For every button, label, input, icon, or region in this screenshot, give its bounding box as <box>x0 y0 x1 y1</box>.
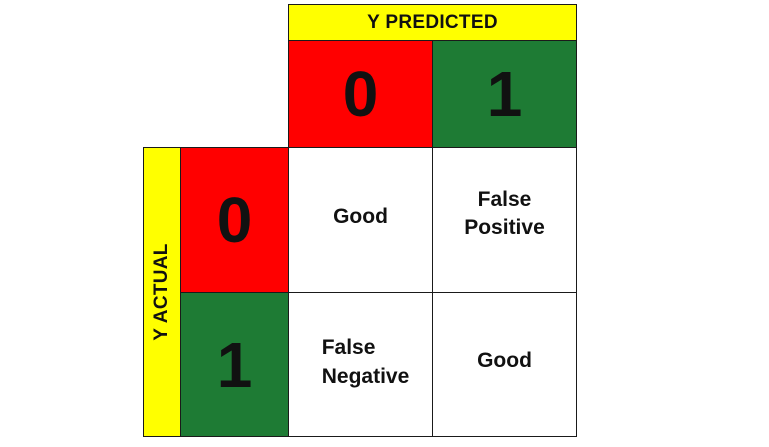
cell-false-negative: False Negative <box>288 292 433 437</box>
actual-label-0: 0 <box>180 147 289 293</box>
actual-label-1: 1 <box>180 292 289 437</box>
y-predicted-header: Y PREDICTED <box>288 4 577 41</box>
cell-true-positive: Good <box>432 292 577 437</box>
predicted-label-1: 1 <box>432 40 577 148</box>
cell-true-negative: Good <box>288 147 433 293</box>
predicted-label-0: 0 <box>288 40 433 148</box>
y-actual-header: Y ACTUAL <box>143 147 181 437</box>
cell-false-positive: False Positive <box>432 147 577 293</box>
y-actual-title: Y ACTUAL <box>151 243 172 341</box>
